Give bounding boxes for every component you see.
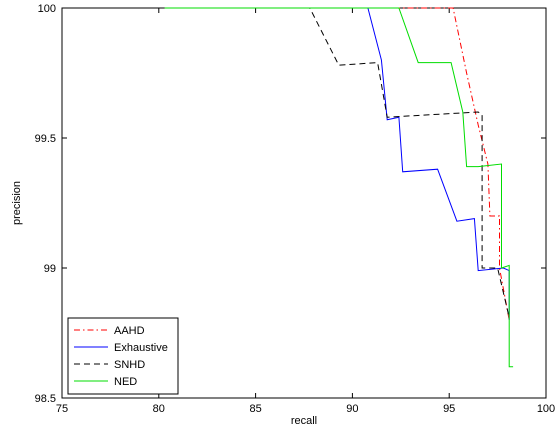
x-tick-label: 75	[56, 403, 68, 415]
series-line-exhaustive	[164, 7, 510, 320]
series-line-snhd	[164, 7, 510, 318]
legend-label: AAHD	[114, 325, 145, 337]
legend-label: NED	[114, 376, 137, 388]
x-tick-label: 95	[443, 403, 455, 415]
series-lines	[164, 7, 514, 368]
series-line-aahd	[164, 7, 510, 321]
axis-ticks: 75 80 85 90 95 100 98.5 99 99.5 100	[35, 3, 556, 415]
y-tick-label: 99	[44, 263, 56, 275]
y-tick-label: 98.5	[35, 393, 56, 405]
y-tick-label: 99.5	[35, 133, 56, 145]
x-tick-label: 85	[249, 403, 261, 415]
x-tick-label: 100	[537, 403, 555, 415]
legend-label: SNHD	[114, 359, 145, 371]
x-axis-label: recall	[291, 415, 317, 427]
y-tick-label: 100	[38, 3, 56, 15]
x-tick-label: 90	[346, 403, 358, 415]
series-line-ned	[164, 7, 514, 368]
x-tick-label: 80	[153, 403, 165, 415]
legend: AAHD Exhaustive SNHD NED	[67, 317, 179, 395]
legend-label: Exhaustive	[114, 342, 168, 354]
y-axis-label: precision	[11, 181, 23, 225]
